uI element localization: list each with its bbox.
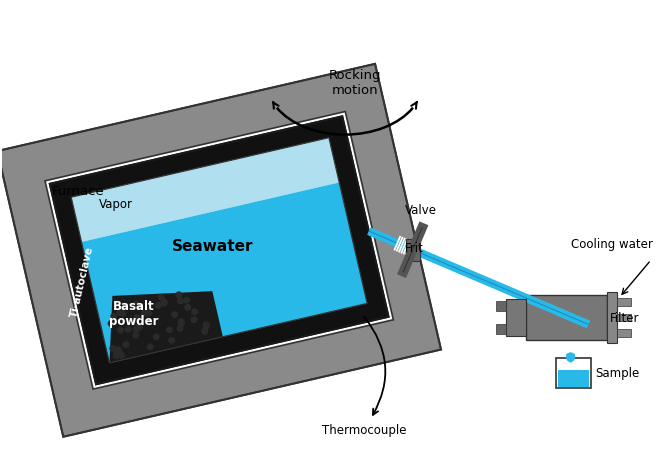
Ellipse shape [566, 352, 575, 362]
Polygon shape [45, 111, 393, 389]
Circle shape [136, 303, 142, 309]
Text: Frit: Frit [405, 242, 424, 255]
Text: Valve: Valve [405, 204, 437, 217]
Circle shape [141, 310, 147, 316]
Circle shape [172, 312, 177, 318]
Circle shape [145, 310, 151, 316]
Bar [496, 324, 506, 335]
Circle shape [204, 324, 209, 329]
Circle shape [178, 298, 183, 304]
Circle shape [167, 327, 173, 333]
Text: Filter: Filter [610, 313, 640, 325]
Circle shape [108, 321, 114, 326]
Circle shape [119, 352, 124, 358]
Circle shape [161, 300, 167, 306]
Circle shape [192, 309, 198, 314]
Polygon shape [566, 354, 574, 362]
Circle shape [191, 317, 197, 322]
Text: Rocking
motion: Rocking motion [329, 69, 381, 97]
Text: Basalt
powder: Basalt powder [109, 300, 159, 328]
Circle shape [184, 298, 189, 303]
Circle shape [111, 314, 116, 319]
Circle shape [176, 292, 182, 298]
Circle shape [113, 353, 119, 358]
Polygon shape [50, 116, 389, 384]
Circle shape [178, 321, 184, 326]
Circle shape [185, 305, 190, 310]
Circle shape [134, 314, 139, 320]
Circle shape [126, 327, 131, 332]
Text: Seawater: Seawater [172, 239, 254, 254]
Polygon shape [71, 138, 339, 242]
Bar [556, 358, 592, 388]
Circle shape [133, 317, 138, 323]
Text: Sample: Sample [596, 366, 640, 380]
Circle shape [120, 311, 126, 316]
Polygon shape [81, 183, 367, 363]
Circle shape [155, 302, 161, 308]
Circle shape [114, 350, 120, 355]
Circle shape [136, 325, 141, 330]
Bar [617, 329, 631, 337]
Polygon shape [110, 291, 223, 363]
Bar [617, 298, 631, 306]
Circle shape [178, 319, 184, 324]
Bar [607, 292, 617, 344]
Circle shape [202, 329, 208, 334]
Bar [406, 239, 420, 261]
Circle shape [118, 351, 123, 357]
Circle shape [153, 334, 159, 340]
Circle shape [161, 299, 167, 304]
Circle shape [110, 346, 116, 351]
Circle shape [136, 324, 142, 330]
Circle shape [117, 310, 123, 315]
Circle shape [116, 347, 122, 352]
Polygon shape [0, 64, 441, 437]
Circle shape [204, 322, 209, 328]
Circle shape [133, 332, 139, 338]
Bar [496, 300, 506, 311]
Circle shape [134, 326, 139, 332]
Bar [558, 370, 590, 387]
Circle shape [159, 295, 164, 300]
Text: Ti-autoclave: Ti-autoclave [69, 246, 95, 319]
Polygon shape [71, 138, 367, 363]
Text: Cooling water: Cooling water [571, 238, 653, 251]
Circle shape [169, 337, 175, 343]
Text: Thermocouple: Thermocouple [323, 424, 407, 437]
Circle shape [147, 344, 153, 350]
Circle shape [177, 326, 183, 331]
Bar [526, 295, 607, 340]
Bar [617, 314, 631, 322]
Text: Furnace: Furnace [52, 185, 104, 198]
Text: Vapor: Vapor [99, 198, 134, 211]
Circle shape [118, 327, 124, 333]
Circle shape [133, 301, 139, 307]
Circle shape [131, 304, 137, 309]
Bar [506, 299, 526, 336]
Circle shape [123, 342, 129, 348]
